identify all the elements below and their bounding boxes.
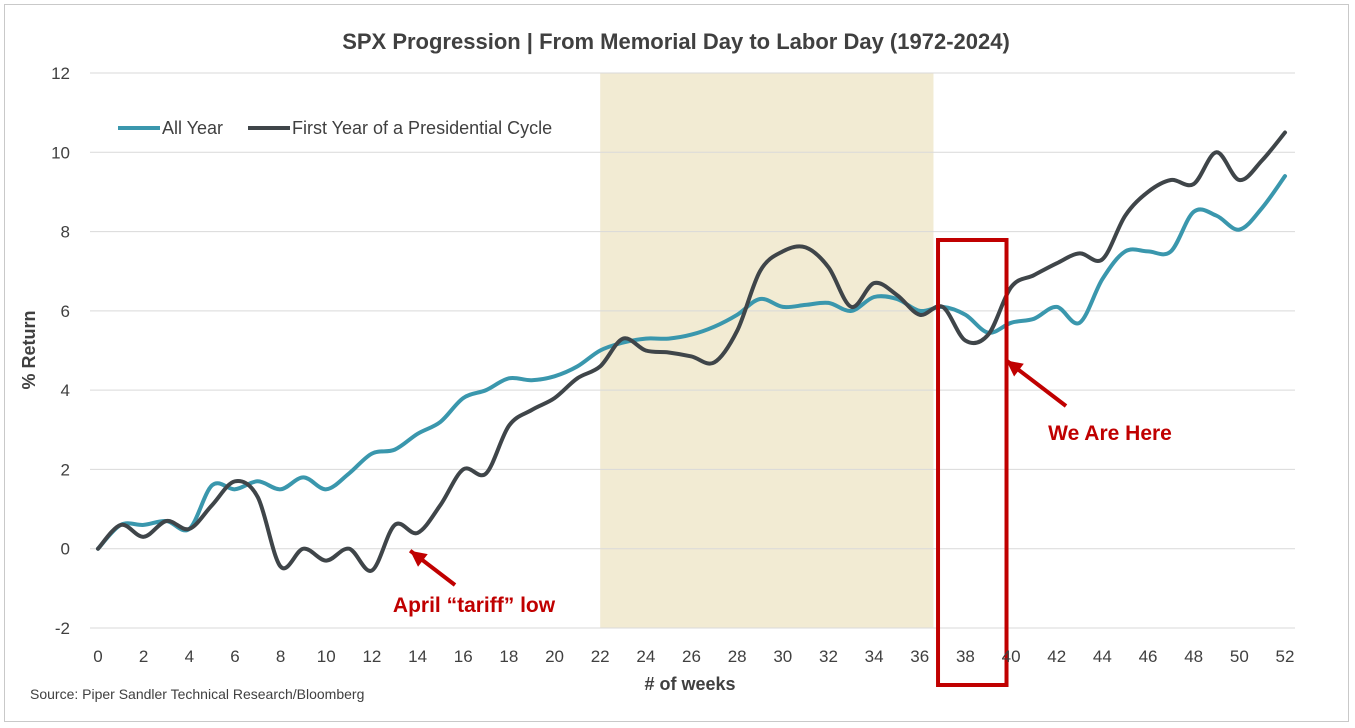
chart-frame: [4, 4, 1349, 722]
x-tick-label: 12: [362, 647, 381, 666]
x-tick-label: 38: [956, 647, 975, 666]
x-tick-label: 2: [139, 647, 148, 666]
x-tick-label: 24: [636, 647, 655, 666]
we-are-here-annotation: We Are Here: [1048, 422, 1172, 445]
y-axis-label: % Return: [19, 310, 39, 389]
x-tick-label: 30: [773, 647, 792, 666]
series-line-first-year: [96, 130, 1287, 573]
legend-label: All Year: [162, 118, 223, 138]
tariff-label-bg: [362, 588, 580, 626]
x-tick-label: 22: [591, 647, 610, 666]
x-tick-label: 16: [454, 647, 473, 666]
y-tick-label: 4: [61, 381, 70, 400]
source-note: Source: Piper Sandler Technical Research…: [30, 686, 365, 702]
x-tick-label: 10: [317, 647, 336, 666]
x-tick-label: 18: [499, 647, 518, 666]
tariff-arrow-head: [410, 550, 428, 567]
x-tick-label: 20: [545, 647, 564, 666]
y-tick-label: 6: [61, 302, 70, 321]
series-line-all-year: [96, 174, 1287, 551]
x-tick-label: 44: [1093, 647, 1112, 666]
y-tick-label: 10: [51, 143, 70, 162]
x-tick-label: 34: [865, 647, 884, 666]
x-tick-label: 36: [910, 647, 929, 666]
chart-title: SPX Progression | From Memorial Day to L…: [342, 29, 1010, 54]
x-tick-label: 8: [276, 647, 285, 666]
y-tick-label: 0: [61, 540, 70, 559]
we-are-here-arrow-head: [1006, 360, 1024, 377]
x-tick-label: 28: [728, 647, 747, 666]
y-tick-label: 8: [61, 223, 70, 242]
x-tick-label: 6: [230, 647, 239, 666]
x-axis-label: # of weeks: [644, 674, 735, 694]
tariff-annotation: April “tariff” low: [393, 594, 556, 617]
y-tick-label: 2: [61, 460, 70, 479]
x-tick-label: 14: [408, 647, 427, 666]
x-tick-label: 50: [1230, 647, 1249, 666]
x-tick-label: 46: [1139, 647, 1158, 666]
x-tick-label: 26: [682, 647, 701, 666]
x-tick-label: 40: [1002, 647, 1021, 666]
y-tick-label: 12: [51, 64, 70, 83]
legend-label: First Year of a Presidential Cycle: [292, 118, 552, 138]
highlight-box: [936, 238, 1009, 687]
x-tick-label: 32: [819, 647, 838, 666]
x-tick-label: 42: [1047, 647, 1066, 666]
x-tick-label: 52: [1276, 647, 1295, 666]
x-tick-label: 48: [1184, 647, 1203, 666]
x-tick-label: 4: [185, 647, 194, 666]
x-tick-label: 0: [93, 647, 102, 666]
y-tick-label: -2: [55, 619, 70, 638]
